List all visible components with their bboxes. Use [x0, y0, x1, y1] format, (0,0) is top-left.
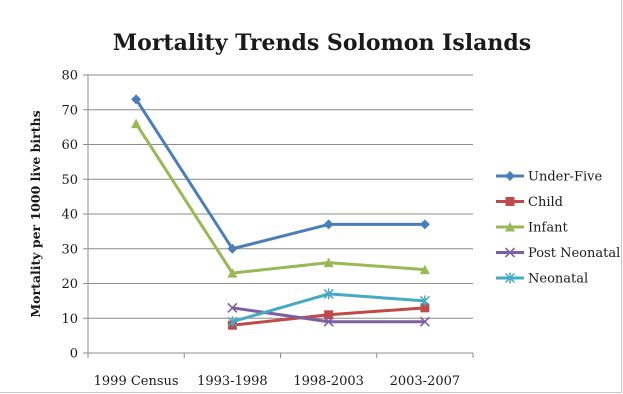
data-point: [323, 257, 334, 268]
y-tick-label: 10: [61, 312, 78, 327]
series-under-five: [131, 94, 430, 254]
y-tick-label: 30: [61, 242, 78, 257]
axes: [87, 75, 474, 358]
y-tick-label: 40: [61, 208, 78, 223]
x-tick-label: 1993-1998: [197, 374, 268, 389]
legend-item-neonatal: Neonatal: [496, 272, 588, 287]
legend-marker: [505, 171, 515, 181]
x-tick-label: 1999 Census: [94, 374, 179, 389]
y-tick-label: 50: [61, 173, 78, 188]
y-tick-label: 80: [61, 69, 78, 84]
data-point: [227, 243, 238, 254]
y-tick-label: 60: [61, 138, 78, 153]
data-point: [419, 264, 430, 275]
data-point: [324, 310, 334, 320]
data-point: [323, 219, 334, 230]
data-point: [227, 268, 238, 278]
chart-title: Mortality Trends Solomon Islands: [113, 30, 531, 56]
legend-item-post-neonatal: Post Neonatal: [496, 246, 620, 261]
data-point: [131, 94, 142, 105]
legend-label: Under-Five: [528, 170, 602, 185]
series-line-infant: [134, 122, 425, 275]
series-child: [227, 303, 430, 330]
data-point: [131, 118, 142, 129]
legend-item-under-five: Under-Five: [496, 170, 602, 185]
y-tick-labels: 0 10 20 30 40 50 60 70 80: [61, 69, 78, 362]
data-point: [420, 303, 430, 313]
y-tick-label: 0: [70, 347, 78, 362]
data-point: [323, 316, 334, 327]
legend-marker: [504, 247, 516, 258]
series-line-under-five: [134, 98, 425, 251]
x-tick-label: 2003-2007: [390, 374, 461, 389]
legend-item-infant: Infant: [496, 221, 568, 236]
series-infant: [131, 118, 430, 278]
legend-label: Infant: [528, 221, 568, 236]
data-point: [323, 288, 334, 300]
y-tick-label: 20: [61, 277, 78, 292]
legend-label: Neonatal: [528, 272, 588, 287]
legend-marker: [504, 272, 516, 284]
data-point: [227, 302, 238, 313]
gridlines: [83, 74, 473, 354]
legend-marker: [505, 197, 515, 206]
y-axis-label: Mortality per 1000 live births: [28, 110, 43, 317]
legend: Under-Five Child Infant Post Neonatal Neonat…: [496, 170, 620, 287]
data-point: [227, 316, 238, 328]
legend-marker: [505, 222, 515, 232]
series-group: [131, 94, 430, 330]
series-neonatal: [227, 288, 430, 328]
legend-label: Post Neonatal: [528, 246, 620, 261]
data-point: [419, 219, 430, 230]
y-tick-label: 70: [61, 103, 78, 118]
x-tick-label: 1998-2003: [293, 374, 364, 389]
data-point: [419, 295, 430, 307]
legend-item-child: Child: [496, 195, 563, 210]
data-point: [419, 316, 430, 327]
x-tick-labels: 1999 Census 1993-1998 1998-2003 2003-2007: [94, 374, 461, 389]
legend-label: Child: [528, 195, 563, 210]
